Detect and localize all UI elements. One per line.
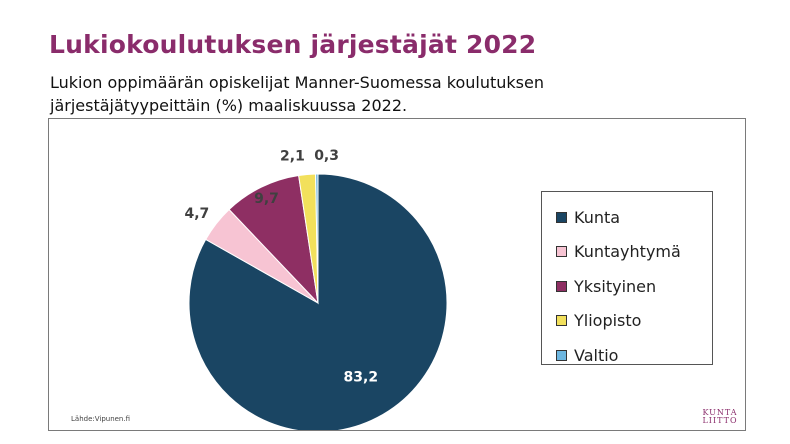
pie-slice-valtio: [315, 173, 319, 304]
data-label-kunta: 83,2: [344, 369, 379, 385]
legend-label: Kuntayhtymä: [574, 242, 681, 262]
legend-item-kunta: Kunta: [556, 200, 712, 235]
legend-label: Yksityinen: [574, 276, 657, 296]
pie-slice-yksityinen: [228, 174, 319, 305]
legend-label: Kunta: [574, 207, 621, 227]
legend-item-yliopisto: Yliopisto: [556, 304, 712, 339]
logo-line-2: LIITTO: [702, 416, 738, 425]
pie-slice-kunta: [188, 173, 448, 430]
legend-swatch: [556, 280, 567, 292]
legend-label: Valtio: [574, 345, 619, 365]
page-title: Lukiokoulutuksen järjestäjät 2022: [49, 30, 537, 59]
legend-swatch: [556, 349, 567, 361]
legend-item-kuntayhtymä: Kuntayhtymä: [556, 235, 712, 270]
legend-item-valtio: Valtio: [556, 338, 712, 373]
logo-line-1: KUNTA: [702, 408, 738, 417]
data-label-kuntayhtymä: 4,7: [185, 206, 210, 222]
data-label-yliopisto: 2,1: [280, 149, 305, 165]
legend-swatch: [556, 211, 567, 223]
chart-subtitle: Lukion oppimäärän opiskelijat Manner-Suo…: [50, 73, 544, 115]
chart-area: 83,2 4,7 9,7 2,1 0,3 Kunta Kuntayhtymä Yksityi…: [48, 118, 746, 431]
data-label-valtio: 0,3: [314, 148, 339, 164]
legend-swatch: [556, 315, 567, 327]
pie-chart: 83,2 4,7 9,7 2,1 0,3: [185, 148, 448, 430]
legend-swatch: [556, 246, 567, 258]
kuntaliitto-logo: KUNTA LIITTO: [700, 409, 740, 425]
data-label-yksityinen: 9,7: [254, 191, 279, 207]
chart-legend: Kunta Kuntayhtymä Yksityinen Yliopisto Valti…: [541, 191, 713, 365]
source-note: Lähde:Vipunen.fi: [71, 415, 131, 423]
legend-item-yksityinen: Yksityinen: [556, 269, 712, 304]
legend-label: Yliopisto: [574, 311, 642, 331]
